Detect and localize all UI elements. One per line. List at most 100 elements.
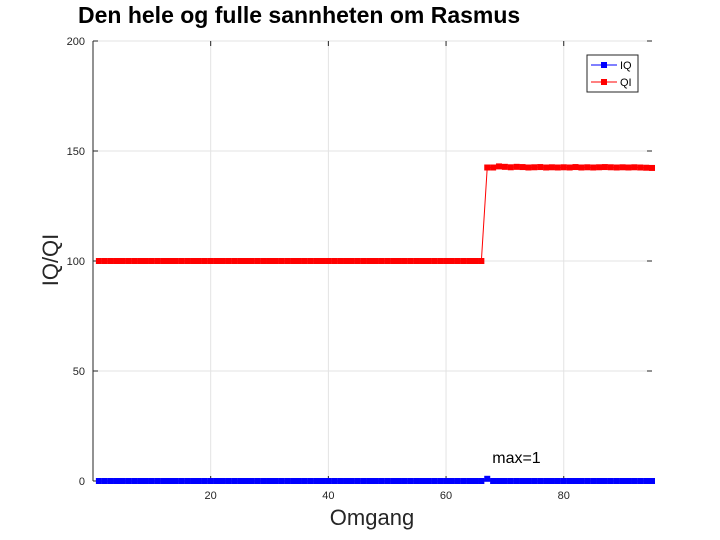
data-point [366, 258, 373, 264]
data-point [325, 258, 332, 264]
data-point [554, 478, 561, 484]
data-point [278, 478, 285, 484]
data-point [307, 478, 314, 484]
data-point [619, 164, 626, 171]
data-point [101, 478, 108, 484]
data-point [572, 164, 579, 171]
data-point [519, 478, 526, 484]
data-point [172, 478, 179, 484]
y-tick-label: 0 [79, 476, 85, 488]
data-point [490, 478, 497, 484]
data-point [637, 478, 644, 484]
data-point [560, 478, 567, 484]
series-qi [95, 163, 655, 264]
data-point [596, 164, 603, 171]
data-point [525, 478, 532, 484]
data-point [154, 478, 161, 484]
data-point [390, 478, 397, 484]
data-point [160, 478, 167, 484]
data-point [637, 164, 644, 171]
data-point [119, 478, 126, 484]
data-point [142, 258, 149, 264]
data-point [507, 164, 514, 171]
data-point [625, 164, 632, 171]
data-point [496, 478, 503, 484]
data-point [501, 163, 508, 170]
data-point [354, 478, 361, 484]
data-point [225, 478, 232, 484]
data-point [190, 258, 197, 264]
x-tick-label: 80 [558, 490, 570, 502]
data-point [378, 478, 385, 484]
data-point [178, 478, 185, 484]
data-point [313, 478, 320, 484]
data-point [543, 164, 550, 171]
series-iq [95, 475, 655, 484]
data-point [284, 478, 291, 484]
series [95, 163, 655, 484]
data-point [201, 258, 208, 264]
data-point [601, 478, 608, 484]
data-point [207, 478, 214, 484]
data-point [125, 478, 132, 484]
legend-entry: IQ [620, 60, 632, 72]
data-point [225, 258, 232, 264]
data-point [590, 478, 597, 484]
data-point [537, 478, 544, 484]
data-point [260, 258, 267, 264]
data-point [95, 478, 102, 484]
data-point [278, 258, 285, 264]
data-point [513, 163, 520, 170]
data-point [578, 164, 585, 171]
data-point [478, 258, 485, 264]
data-point [413, 258, 420, 264]
data-point [431, 258, 438, 264]
data-point [448, 258, 455, 264]
data-point [213, 478, 220, 484]
data-point [390, 258, 397, 264]
data-point [219, 258, 226, 264]
data-point [531, 164, 538, 171]
data-point [290, 478, 297, 484]
data-point [437, 258, 444, 264]
data-point [360, 258, 367, 264]
data-point [625, 478, 632, 484]
data-point [137, 478, 144, 484]
x-axis-label: Omgang [330, 505, 414, 530]
data-point [343, 258, 350, 264]
legend-entry: QI [620, 77, 632, 89]
data-point [142, 478, 149, 484]
data-point [348, 478, 355, 484]
data-point [525, 164, 532, 171]
data-point [231, 258, 238, 264]
data-point [425, 478, 432, 484]
data-point [649, 478, 655, 484]
data-point [231, 478, 238, 484]
data-point [484, 475, 491, 482]
data-point [631, 164, 638, 171]
data-point [460, 258, 467, 264]
data-point [466, 258, 473, 264]
data-point [643, 164, 650, 171]
data-point [319, 258, 326, 264]
data-point [413, 478, 420, 484]
data-point [584, 478, 591, 484]
data-point [484, 164, 491, 171]
data-point [566, 478, 573, 484]
data-point [419, 478, 426, 484]
data-point [95, 258, 102, 264]
data-point [366, 478, 373, 484]
data-point [166, 258, 173, 264]
data-point [160, 258, 167, 264]
data-point [101, 258, 108, 264]
data-point [590, 164, 597, 171]
data-point [354, 258, 361, 264]
data-point [184, 478, 191, 484]
data-point [607, 478, 614, 484]
data-point [384, 478, 391, 484]
data-point [301, 258, 308, 264]
data-point [460, 478, 467, 484]
data-point [213, 258, 220, 264]
data-point [337, 258, 344, 264]
